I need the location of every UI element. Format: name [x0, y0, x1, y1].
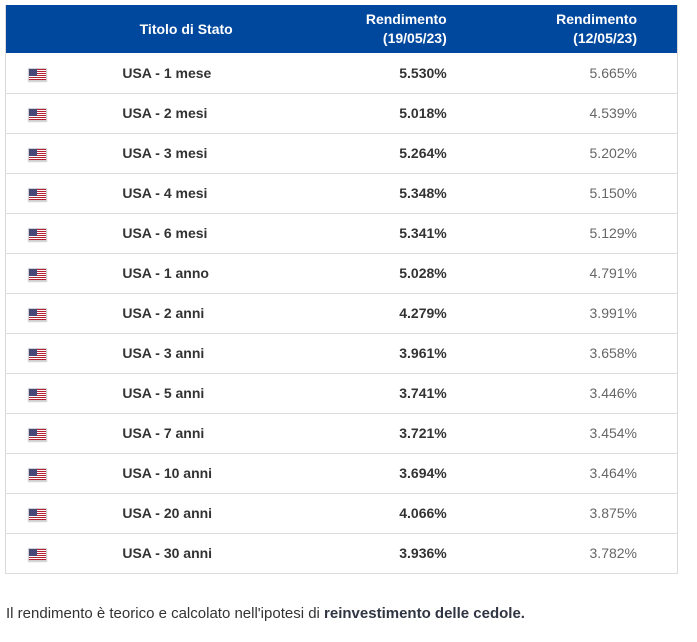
yield-previous: 3.446%	[464, 373, 678, 414]
table-row: USA - 10 anni 3.694% 3.464%	[5, 453, 678, 494]
usa-flag-icon	[28, 347, 47, 361]
bond-name: USA - 1 anno	[97, 253, 275, 294]
table-header-row: Titolo di Stato Rendimento (19/05/23) Re…	[5, 5, 678, 53]
bond-name: USA - 20 anni	[97, 493, 275, 534]
page: Titolo di Stato Rendimento (19/05/23) Re…	[5, 5, 697, 622]
yield-previous: 4.791%	[464, 253, 678, 294]
yield-previous: 5.665%	[464, 53, 678, 94]
yield-previous: 3.464%	[464, 453, 678, 494]
yield-previous: 3.658%	[464, 333, 678, 374]
footnote-text: Il rendimento è teorico e calcolato nell…	[6, 604, 325, 622]
table-row: USA - 7 anni 3.721% 3.454%	[5, 413, 678, 454]
usa-flag-icon	[28, 507, 47, 521]
yield-current: 3.721%	[275, 413, 465, 454]
usa-flag-icon	[28, 307, 47, 321]
yield-previous: 5.150%	[464, 173, 678, 214]
table-row: USA - 1 mese 5.530% 5.665%	[5, 53, 678, 94]
bond-name: USA - 10 anni	[97, 453, 275, 494]
yield-current: 5.018%	[275, 93, 465, 134]
table-row: USA - 3 mesi 5.264% 5.202%	[5, 133, 678, 174]
government-bond-yield-table: Titolo di Stato Rendimento (19/05/23) Re…	[5, 5, 678, 574]
yield-current: 4.279%	[275, 293, 465, 334]
table-row: USA - 3 anni 3.961% 3.658%	[5, 333, 678, 374]
bond-name: USA - 3 mesi	[97, 133, 275, 174]
col-header-yield-previous-date: (12/05/23)	[573, 30, 637, 46]
bond-name: USA - 1 mese	[97, 53, 275, 94]
usa-flag-icon	[28, 67, 47, 81]
yield-current: 5.264%	[275, 133, 465, 174]
bond-name: USA - 2 anni	[97, 293, 275, 334]
yield-previous: 3.454%	[464, 413, 678, 454]
usa-flag-icon	[28, 107, 47, 121]
table-row: USA - 6 mesi 5.341% 5.129%	[5, 213, 678, 254]
usa-flag-icon	[28, 227, 47, 241]
footnote-bold-text: reinvestimento delle cedole	[324, 604, 521, 622]
usa-flag-icon	[28, 387, 47, 401]
yield-previous: 5.202%	[464, 133, 678, 174]
footnote-period: .	[520, 604, 525, 622]
col-header-title: Titolo di Stato	[97, 5, 275, 53]
usa-flag-icon	[28, 187, 47, 201]
bond-name: USA - 2 mesi	[97, 93, 275, 134]
yield-previous: 3.782%	[464, 533, 678, 574]
col-header-yield-previous-label: Rendimento	[556, 11, 637, 27]
table-row: USA - 20 anni 4.066% 3.875%	[5, 493, 678, 534]
yield-current: 5.028%	[275, 253, 465, 294]
yield-previous: 4.539%	[464, 93, 678, 134]
yield-previous: 3.875%	[464, 493, 678, 534]
footnote: Il rendimento è teorico e calcolato nell…	[5, 605, 697, 622]
table-row: USA - 5 anni 3.741% 3.446%	[5, 373, 678, 414]
yield-current: 3.936%	[275, 533, 465, 574]
yield-current: 3.961%	[275, 333, 465, 374]
yield-current: 5.341%	[275, 213, 465, 254]
bond-name: USA - 5 anni	[97, 373, 275, 414]
yield-previous: 3.991%	[464, 293, 678, 334]
table-row: USA - 2 anni 4.279% 3.991%	[5, 293, 678, 334]
yield-current: 4.066%	[275, 493, 465, 534]
yield-previous: 5.129%	[464, 213, 678, 254]
table-row: USA - 30 anni 3.936% 3.782%	[5, 533, 678, 574]
table-row: USA - 1 anno 5.028% 4.791%	[5, 253, 678, 294]
col-header-yield-current: Rendimento (19/05/23)	[275, 5, 465, 53]
bond-name: USA - 3 anni	[97, 333, 275, 374]
bond-name: USA - 30 anni	[97, 533, 275, 574]
col-header-flag	[5, 5, 98, 53]
yield-current: 5.530%	[275, 53, 465, 94]
yield-current: 3.694%	[275, 453, 465, 494]
col-header-yield-current-date: (19/05/23)	[382, 30, 447, 46]
col-header-yield-previous: Rendimento (12/05/23)	[464, 5, 678, 53]
bond-name: USA - 4 mesi	[97, 173, 275, 214]
yield-current: 3.741%	[275, 373, 465, 414]
usa-flag-icon	[28, 427, 47, 441]
usa-flag-icon	[28, 467, 47, 481]
yield-current: 5.348%	[275, 173, 465, 214]
usa-flag-icon	[28, 147, 47, 161]
table-row: USA - 2 mesi 5.018% 4.539%	[5, 93, 678, 134]
bond-name: USA - 6 mesi	[97, 213, 275, 254]
bond-name: USA - 7 anni	[97, 413, 275, 454]
usa-flag-icon	[28, 547, 47, 561]
table-row: USA - 4 mesi 5.348% 5.150%	[5, 173, 678, 214]
col-header-yield-current-label: Rendimento	[365, 11, 447, 27]
usa-flag-icon	[28, 267, 47, 281]
